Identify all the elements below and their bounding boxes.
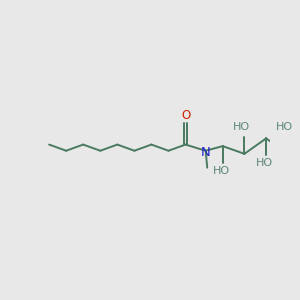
Text: HO: HO xyxy=(233,122,250,132)
Text: O: O xyxy=(181,109,190,122)
Text: HO: HO xyxy=(256,158,273,168)
Text: N: N xyxy=(201,146,211,159)
Text: HO: HO xyxy=(276,122,293,132)
Text: HO: HO xyxy=(213,166,230,176)
